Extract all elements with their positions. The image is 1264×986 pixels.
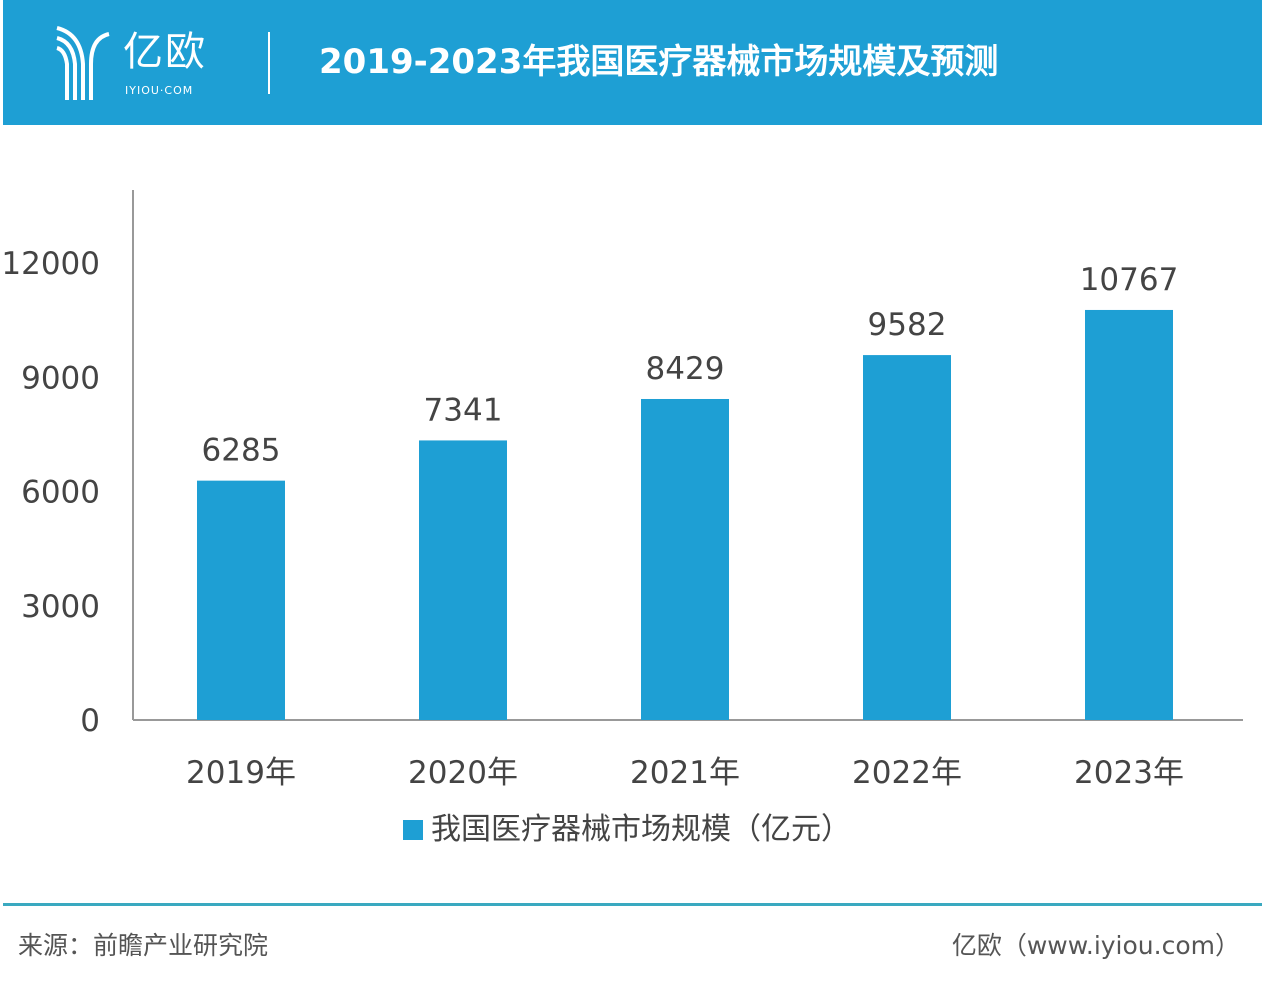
legend-label: 我国医疗器械市场规模（亿元） xyxy=(431,812,851,847)
x-tick-label: 2022年 xyxy=(852,755,962,791)
source-text: 来源：前瞻产业研究院 xyxy=(18,931,269,960)
logo-text: 亿欧 xyxy=(123,29,207,75)
header-divider xyxy=(268,32,270,94)
x-tick-label: 2019年 xyxy=(186,755,296,791)
chart-title: 2019-2023年我国医疗器械市场规模及预测 xyxy=(319,42,999,82)
logo-domain: IYIOU·COM xyxy=(125,84,194,97)
data-label: 9582 xyxy=(868,307,947,343)
legend: 我国医疗器械市场规模（亿元） xyxy=(403,812,851,848)
x-tick-label: 2020年 xyxy=(408,755,518,791)
x-tick-label: 2021年 xyxy=(630,755,740,791)
header-banner: 亿欧 IYIOU·COM 2019-2023年我国医疗器械市场规模及预测 xyxy=(3,0,1262,125)
bar xyxy=(197,480,285,720)
bar xyxy=(863,355,951,720)
iyiou-logo-icon xyxy=(56,26,110,100)
bar xyxy=(419,440,507,720)
x-tick-label: 2023年 xyxy=(1074,755,1184,791)
y-tick-label: 0 xyxy=(80,703,100,739)
legend-swatch xyxy=(403,820,423,840)
data-label: 6285 xyxy=(202,433,281,469)
data-label: 8429 xyxy=(646,351,725,387)
y-tick-label: 12000 xyxy=(1,246,100,282)
footer-divider xyxy=(3,903,1262,906)
y-tick-label: 9000 xyxy=(21,360,100,396)
data-label: 10767 xyxy=(1080,262,1179,298)
y-tick-label: 6000 xyxy=(21,475,100,511)
y-tick-label: 3000 xyxy=(21,589,100,625)
data-label: 7341 xyxy=(424,392,503,428)
bar xyxy=(641,398,729,720)
credit-text: 亿欧（www.iyiou.com） xyxy=(951,931,1240,960)
bar xyxy=(1085,309,1173,720)
